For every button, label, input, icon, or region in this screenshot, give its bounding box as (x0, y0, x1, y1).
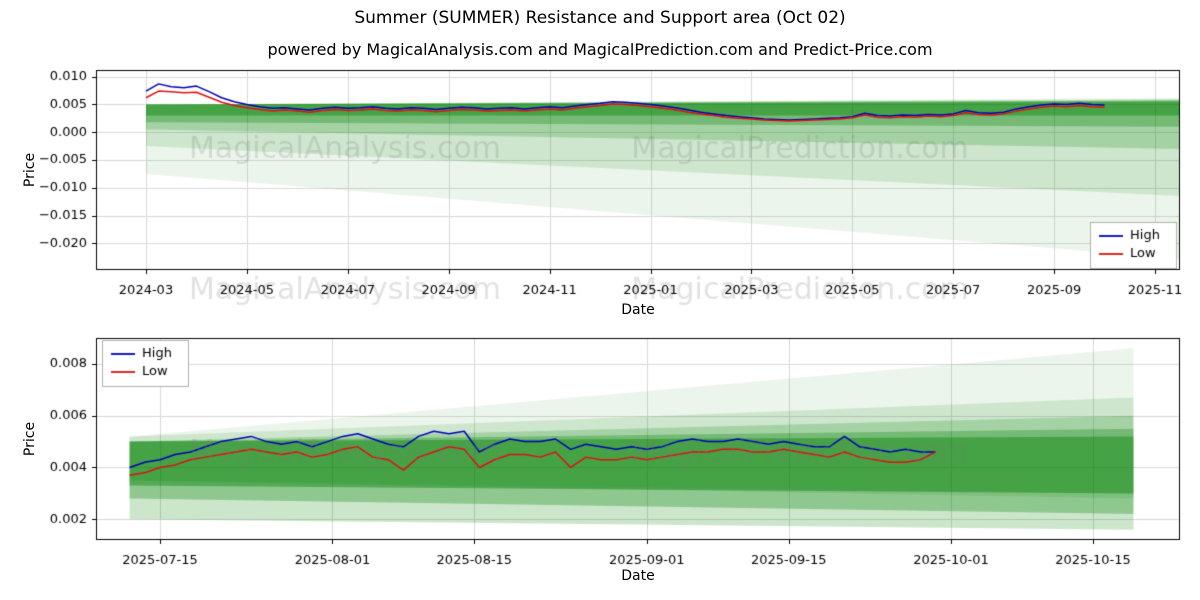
top-chart-ylabel: Price (22, 152, 38, 188)
figure-subtitle: powered by MagicalAnalysis.com and Magic… (267, 40, 933, 59)
top-chart-xlabel: Date (621, 302, 655, 318)
top-chart-canvas (0, 60, 1200, 325)
bottom-chart-ylabel: Price (22, 421, 38, 457)
bottom-chart-xlabel: Date (621, 568, 655, 584)
bottom-chart-canvas (0, 325, 1200, 590)
figure-title: Summer (SUMMER) Resistance and Support a… (354, 8, 846, 28)
